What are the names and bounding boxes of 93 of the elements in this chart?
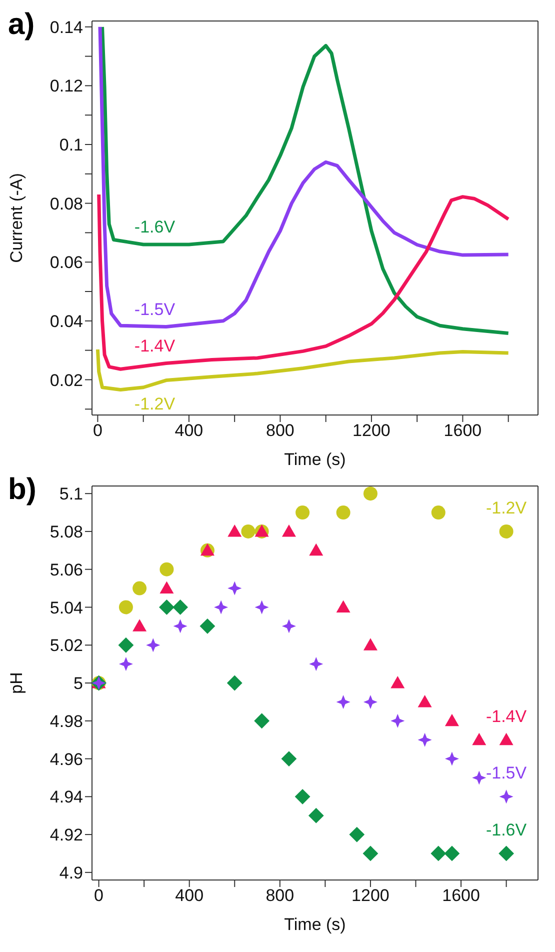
point <box>431 506 446 520</box>
y-tick-label: 0.12 <box>50 76 83 96</box>
point <box>254 600 269 614</box>
y-tick-label: 4.92 <box>50 826 83 845</box>
chart-title: a) <box>8 8 35 42</box>
point <box>444 846 460 862</box>
point <box>390 714 405 728</box>
x-tick-label: 1600 <box>444 421 482 440</box>
point <box>362 846 378 862</box>
point <box>294 788 310 804</box>
y-tick-label: 4.94 <box>50 788 83 807</box>
series-label: -1.5V <box>486 764 528 783</box>
point <box>228 524 242 537</box>
point <box>214 600 228 614</box>
series-label: -1.2V <box>134 394 176 414</box>
point <box>499 732 514 746</box>
point <box>241 524 256 538</box>
point <box>173 619 188 634</box>
point <box>132 619 147 632</box>
point <box>390 676 405 688</box>
point <box>363 694 378 709</box>
point <box>430 846 446 862</box>
y-tick-label: 5.08 <box>50 522 83 542</box>
y-tick-label: 0.14 <box>50 18 83 37</box>
series-label: -1.6V <box>486 820 528 840</box>
point <box>146 638 160 652</box>
point <box>336 694 350 709</box>
x-tick-label: 0 <box>94 886 104 906</box>
x-tick-label: 1200 <box>352 421 390 440</box>
x-tick-label: 0 <box>92 421 102 440</box>
y-tick-label: 5.02 <box>50 636 83 656</box>
point <box>296 506 310 520</box>
series-label: -1.4V <box>134 336 176 356</box>
y-tick-label: 5 <box>74 674 83 694</box>
line-series <box>97 192 510 371</box>
y-tick-label: 0.06 <box>50 253 83 272</box>
x-axis-title: Time (s) <box>284 450 346 469</box>
y-axis-title: pH <box>7 672 26 694</box>
x-tick-label: 1200 <box>352 886 390 906</box>
series-label: -1.6V <box>134 217 176 236</box>
y-tick-label: 4.96 <box>50 750 83 769</box>
point <box>499 524 514 538</box>
point <box>160 562 174 576</box>
point <box>226 675 242 691</box>
point <box>336 506 350 520</box>
point <box>472 770 486 785</box>
chart-title: b) <box>8 473 36 507</box>
series-label: -1.4V <box>486 706 528 726</box>
y-tick-label: 4.9 <box>59 863 83 882</box>
y-tick-label: 0.1 <box>59 136 83 155</box>
point <box>172 600 188 615</box>
point <box>418 694 432 708</box>
point <box>444 752 459 766</box>
point <box>444 714 459 726</box>
point <box>363 486 378 501</box>
series-label: -1.5V <box>134 300 176 319</box>
point <box>349 826 365 842</box>
point <box>472 732 486 746</box>
point <box>118 657 133 672</box>
point <box>499 790 514 804</box>
y-tick-label: 5.04 <box>50 598 83 618</box>
x-tick-label: 800 <box>266 886 294 906</box>
point <box>160 581 174 594</box>
point <box>281 751 297 766</box>
y-axis-title: Current (-A) <box>7 173 26 263</box>
y-tick-label: 5.1 <box>59 484 83 504</box>
point <box>254 713 270 729</box>
point <box>336 600 350 612</box>
y-tick-label: 0.04 <box>50 312 83 331</box>
point <box>282 524 296 537</box>
point <box>118 600 133 614</box>
point <box>132 581 147 596</box>
x-axis-title: Time (s) <box>284 915 346 934</box>
point <box>118 637 134 653</box>
x-tick-label: 400 <box>174 421 204 440</box>
point <box>309 543 324 556</box>
series-label: -1.2V <box>486 498 528 518</box>
point <box>308 808 324 824</box>
x-tick-label: 400 <box>175 886 204 906</box>
point <box>159 600 174 615</box>
y-tick-label: 0.08 <box>50 194 83 214</box>
y-tick-label: 0.02 <box>50 370 83 390</box>
point <box>309 657 324 672</box>
y-tick-label: 4.98 <box>50 712 83 731</box>
point <box>200 618 216 634</box>
point <box>498 846 514 862</box>
point <box>418 732 432 747</box>
x-tick-label: 1600 <box>442 886 480 906</box>
point <box>363 638 378 650</box>
point <box>282 619 296 634</box>
point <box>228 581 242 596</box>
x-tick-label: 800 <box>266 421 294 440</box>
y-tick-label: 5.06 <box>50 560 83 580</box>
